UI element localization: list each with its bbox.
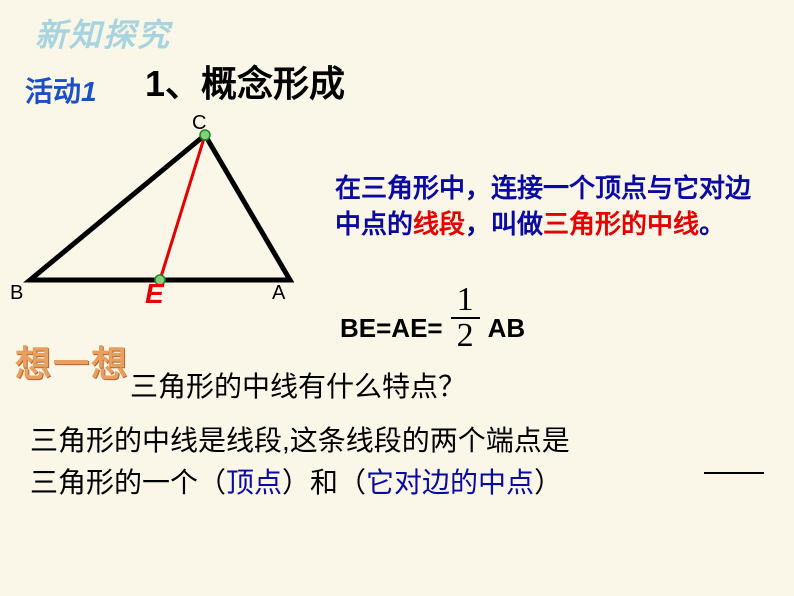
frac-denominator: 2	[451, 319, 480, 353]
triangle-diagram	[15, 110, 335, 310]
def-end: 。	[699, 209, 725, 239]
question-text: 三角形的中线有什么特点？	[130, 365, 466, 405]
def-after: ，叫做	[465, 209, 543, 239]
ans-fill1: 顶点	[226, 467, 282, 498]
def-mid: 线段	[413, 209, 465, 239]
blank-underline	[704, 472, 764, 474]
answer-line1: 三角形的中线是线段,这条线段的两个端点是	[30, 420, 770, 462]
concept-title: 1、概念形成	[145, 55, 345, 107]
section-header: 新知探究	[35, 10, 171, 56]
vertex-label-e: E	[145, 278, 164, 310]
equation: BE=AE= 1 2 AB	[340, 293, 525, 363]
activity-number: 1	[81, 76, 97, 107]
ans-mid: ）和（	[282, 467, 366, 498]
def-term: 三角形的中线	[543, 209, 699, 239]
think-label: 想一想	[15, 335, 129, 387]
ans-pre: 三角形的一个（	[30, 467, 226, 498]
answer-line2: 三角形的一个（顶点）和（它对边的中点）	[30, 462, 770, 504]
definition-text: 在三角形中，连接一个顶点与它对边中点的线段，叫做三角形的中线。	[335, 170, 775, 243]
activity-text: 活动	[25, 76, 81, 107]
activity-label: 活动1	[25, 70, 97, 110]
eq-rhs: AB	[488, 313, 526, 344]
answer-text: 三角形的中线是线段,这条线段的两个端点是 三角形的一个（顶点）和（它对边的中点）	[30, 420, 770, 504]
eq-fraction: 1 2	[451, 283, 480, 353]
eq-lhs: BE=AE=	[340, 313, 443, 344]
triangle-outline	[30, 135, 290, 280]
vertex-label-b: B	[10, 282, 23, 305]
vertex-label-a: A	[272, 282, 285, 305]
ans-end: ）	[534, 467, 562, 498]
vertex-label-c: C	[192, 112, 206, 135]
triangle-svg	[15, 110, 335, 310]
ans-fill2: 它对边的中点	[366, 467, 534, 498]
frac-numerator: 1	[451, 283, 480, 319]
